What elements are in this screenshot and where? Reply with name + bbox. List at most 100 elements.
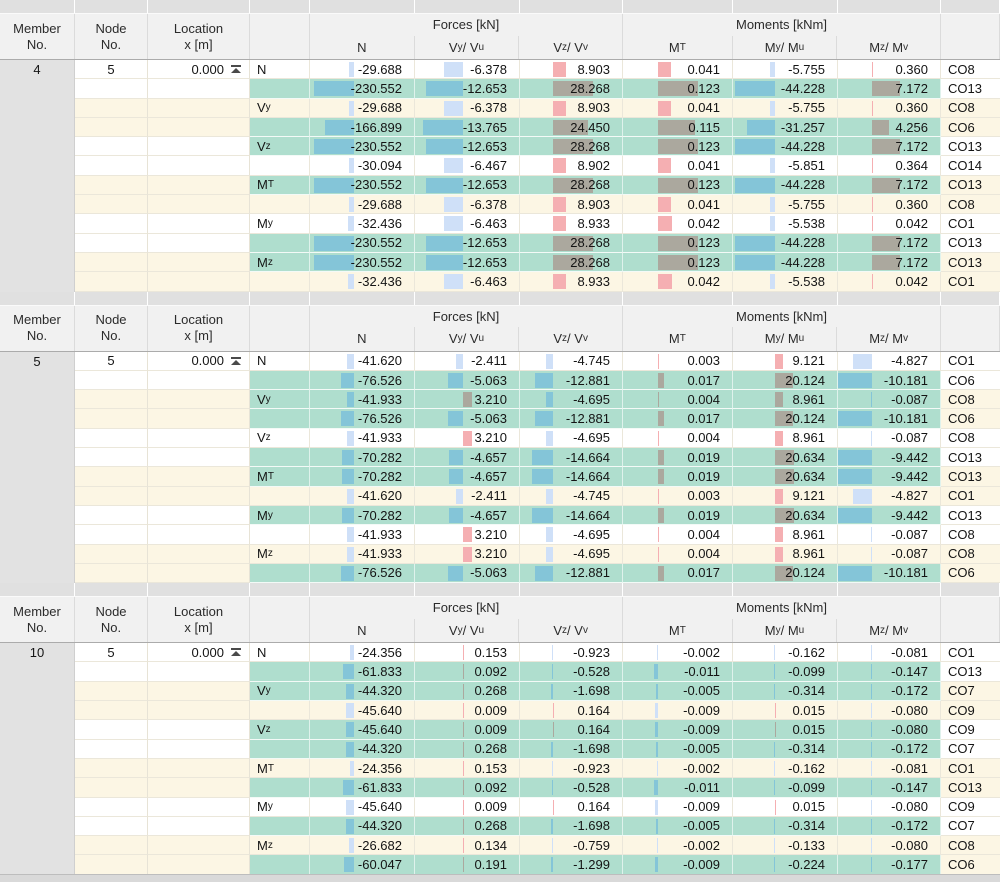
combination-cell[interactable]: CO7 xyxy=(941,681,1000,702)
value-cell-mt[interactable]: 0.017 xyxy=(623,370,733,391)
value-cell-vy[interactable]: 0.092 xyxy=(415,778,520,798)
value-cell-vz[interactable]: 28.268 xyxy=(520,233,623,253)
combination-cell[interactable]: CO6 xyxy=(941,855,1000,875)
value-cell-mt[interactable]: -0.005 xyxy=(623,816,733,837)
quantity-label-cell[interactable]: N xyxy=(250,60,310,80)
combination-cell[interactable]: CO1 xyxy=(941,758,1000,779)
location-cell[interactable] xyxy=(148,79,250,99)
value-cell-mt[interactable]: -0.009 xyxy=(623,720,733,740)
node-no-cell[interactable] xyxy=(75,117,148,138)
location-cell[interactable] xyxy=(148,758,250,779)
value-cell-my[interactable]: -0.162 xyxy=(733,758,838,779)
quantity-label-cell[interactable] xyxy=(250,233,310,253)
location-cell[interactable] xyxy=(148,467,250,487)
value-cell-my[interactable]: -44.228 xyxy=(733,79,838,99)
value-cell-n[interactable]: -32.436 xyxy=(310,214,415,234)
location-cell[interactable] xyxy=(148,505,250,526)
quantity-label-cell[interactable] xyxy=(250,525,310,545)
value-cell-n[interactable]: -41.933 xyxy=(310,428,415,449)
value-cell-my[interactable]: 20.634 xyxy=(733,505,838,526)
table-row[interactable]: -32.436 -6.463 8.933 0.042 -5.538 0.042 CO1 xyxy=(0,272,1000,292)
combination-cell[interactable]: CO6 xyxy=(941,409,1000,429)
location-cell[interactable] xyxy=(148,855,250,875)
value-cell-mt[interactable]: -0.002 xyxy=(623,836,733,856)
value-cell-mt[interactable]: 0.004 xyxy=(623,428,733,449)
value-cell-vz[interactable]: 8.902 xyxy=(520,156,623,176)
table-row[interactable]: -61.833 0.092 -0.528 -0.011 -0.099 -0.147 CO13 xyxy=(0,778,1000,798)
value-cell-mz[interactable]: -0.080 xyxy=(838,701,941,721)
value-cell-vz[interactable]: -0.923 xyxy=(520,758,623,779)
combination-cell[interactable]: CO7 xyxy=(941,739,1000,759)
quantity-label-cell[interactable] xyxy=(250,448,310,468)
value-cell-vy[interactable]: -2.411 xyxy=(415,351,520,371)
value-cell-mz[interactable]: -0.177 xyxy=(838,855,941,875)
value-cell-vy[interactable]: 0.153 xyxy=(415,643,520,663)
value-cell-mt[interactable]: -0.002 xyxy=(623,758,733,779)
node-no-cell[interactable] xyxy=(75,195,148,215)
location-cell[interactable] xyxy=(148,214,250,234)
location-cell[interactable]: 0.000 xyxy=(148,60,250,80)
value-cell-vz[interactable]: 8.903 xyxy=(520,195,623,215)
value-cell-mz[interactable]: -0.081 xyxy=(838,643,941,663)
value-cell-n[interactable]: -26.682 xyxy=(310,836,415,856)
combination-cell[interactable]: CO13 xyxy=(941,505,1000,526)
value-cell-my[interactable]: -0.099 xyxy=(733,662,838,682)
node-no-cell[interactable] xyxy=(75,214,148,234)
value-cell-my[interactable]: 20.634 xyxy=(733,448,838,468)
combination-cell[interactable]: CO13 xyxy=(941,137,1000,157)
value-cell-my[interactable]: 20.124 xyxy=(733,409,838,429)
value-cell-n[interactable]: -230.552 xyxy=(310,79,415,99)
quantity-label-cell[interactable] xyxy=(250,79,310,99)
table-row[interactable]: -76.526 -5.063 -12.881 0.017 20.124 -10.181 CO… xyxy=(0,563,1000,584)
node-no-cell[interactable] xyxy=(75,758,148,779)
value-cell-my[interactable]: -5.755 xyxy=(733,195,838,215)
value-cell-vz[interactable]: -12.881 xyxy=(520,563,623,584)
location-cell[interactable] xyxy=(148,563,250,584)
combination-cell[interactable]: CO8 xyxy=(941,544,1000,564)
node-no-cell[interactable] xyxy=(75,98,148,118)
value-cell-my[interactable]: -5.538 xyxy=(733,214,838,234)
value-cell-mz[interactable]: 0.360 xyxy=(838,195,941,215)
quantity-label-cell[interactable] xyxy=(250,816,310,837)
value-cell-vy[interactable]: -6.467 xyxy=(415,156,520,176)
value-cell-my[interactable]: -5.755 xyxy=(733,60,838,80)
value-cell-vz[interactable]: 8.933 xyxy=(520,272,623,292)
combination-cell[interactable]: CO14 xyxy=(941,156,1000,176)
value-cell-mz[interactable]: -4.827 xyxy=(838,486,941,506)
value-cell-mz[interactable]: -0.087 xyxy=(838,544,941,564)
location-cell[interactable] xyxy=(148,272,250,292)
value-cell-vy[interactable]: 3.210 xyxy=(415,428,520,449)
value-cell-mz[interactable]: -0.172 xyxy=(838,681,941,702)
value-cell-mz[interactable]: -10.181 xyxy=(838,370,941,391)
value-cell-n[interactable]: -76.526 xyxy=(310,409,415,429)
quantity-label-cell[interactable] xyxy=(250,778,310,798)
value-cell-vz[interactable]: -14.664 xyxy=(520,505,623,526)
value-cell-vz[interactable]: -0.528 xyxy=(520,662,623,682)
value-cell-n[interactable]: -60.047 xyxy=(310,855,415,875)
table-row[interactable]: 10 5 0.000 N -24.356 0.153 -0.923 -0.002 -0.162 -… xyxy=(0,643,1000,663)
node-no-cell[interactable] xyxy=(75,79,148,99)
value-cell-vz[interactable]: 8.933 xyxy=(520,214,623,234)
value-cell-my[interactable]: -44.228 xyxy=(733,233,838,253)
value-cell-my[interactable]: -31.257 xyxy=(733,117,838,138)
node-no-cell[interactable] xyxy=(75,505,148,526)
value-cell-vy[interactable]: -4.657 xyxy=(415,505,520,526)
value-cell-vz[interactable]: 0.164 xyxy=(520,701,623,721)
value-cell-vz[interactable]: -0.923 xyxy=(520,643,623,663)
value-cell-vy[interactable]: -5.063 xyxy=(415,563,520,584)
value-cell-mt[interactable]: 0.017 xyxy=(623,563,733,584)
location-cell[interactable] xyxy=(148,720,250,740)
value-cell-mz[interactable]: 0.360 xyxy=(838,60,941,80)
combination-cell[interactable]: CO8 xyxy=(941,525,1000,545)
combination-cell[interactable]: CO1 xyxy=(941,486,1000,506)
location-cell[interactable] xyxy=(148,797,250,817)
value-cell-mz[interactable]: 7.172 xyxy=(838,233,941,253)
